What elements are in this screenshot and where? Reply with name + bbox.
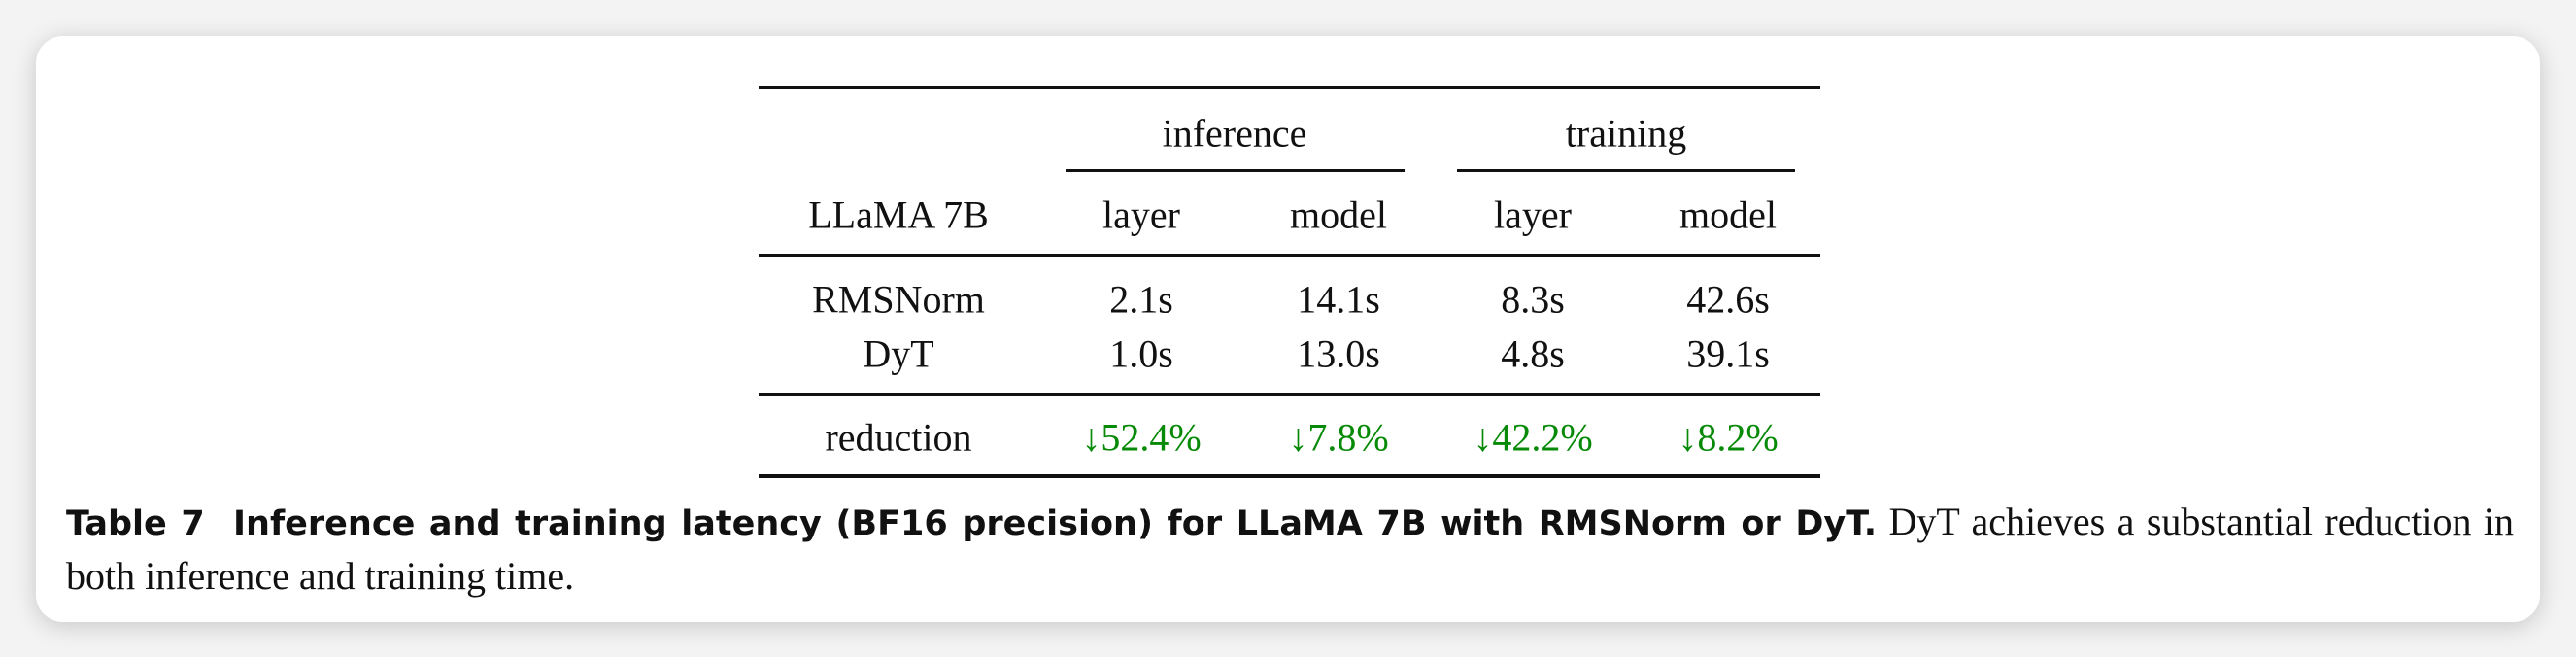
- table-cell: 13.0s: [1297, 331, 1380, 376]
- caption-label: Table 7: [66, 504, 205, 543]
- row-header: LLaMA 7B: [808, 192, 989, 237]
- table-cell: 8.3s: [1501, 277, 1565, 322]
- inference-cmidrule: [1066, 169, 1405, 172]
- table-cell: 1.0s: [1109, 331, 1173, 376]
- table-cell: 42.6s: [1686, 277, 1770, 322]
- table-cell: 2.1s: [1109, 277, 1173, 322]
- reduction-cell: ↓8.2%: [1678, 415, 1779, 460]
- figure-card: [36, 36, 2540, 622]
- table-cell: 14.1s: [1297, 277, 1380, 322]
- row-label: DyT: [863, 331, 934, 376]
- group-header-training: training: [1565, 111, 1687, 156]
- reduction-label: reduction: [825, 415, 972, 460]
- caption-title: Inference and training latency (BF16 pre…: [233, 504, 1878, 543]
- training-cmidrule: [1457, 169, 1795, 172]
- sub-header: layer: [1494, 192, 1572, 237]
- reduction-cell: ↓52.4%: [1081, 415, 1202, 460]
- sub-header: model: [1679, 192, 1777, 237]
- table-caption: Table 7 Inference and training latency (…: [66, 496, 2514, 603]
- bottom-rule: [759, 474, 1820, 478]
- caption-text: DyT achieves a substantial reduction in …: [66, 500, 2514, 598]
- top-rule: [759, 86, 1820, 89]
- reduction-cell: ↓7.8%: [1288, 415, 1389, 460]
- row-label: RMSNorm: [812, 277, 985, 322]
- group-header-inference: inference: [1162, 111, 1307, 156]
- header-rule: [759, 254, 1820, 257]
- sub-header: layer: [1102, 192, 1180, 237]
- reduction-cell: ↓42.2%: [1473, 415, 1593, 460]
- table-cell: 39.1s: [1686, 331, 1770, 376]
- mid-rule: [759, 393, 1820, 396]
- sub-header: model: [1290, 192, 1387, 237]
- table-cell: 4.8s: [1501, 331, 1565, 376]
